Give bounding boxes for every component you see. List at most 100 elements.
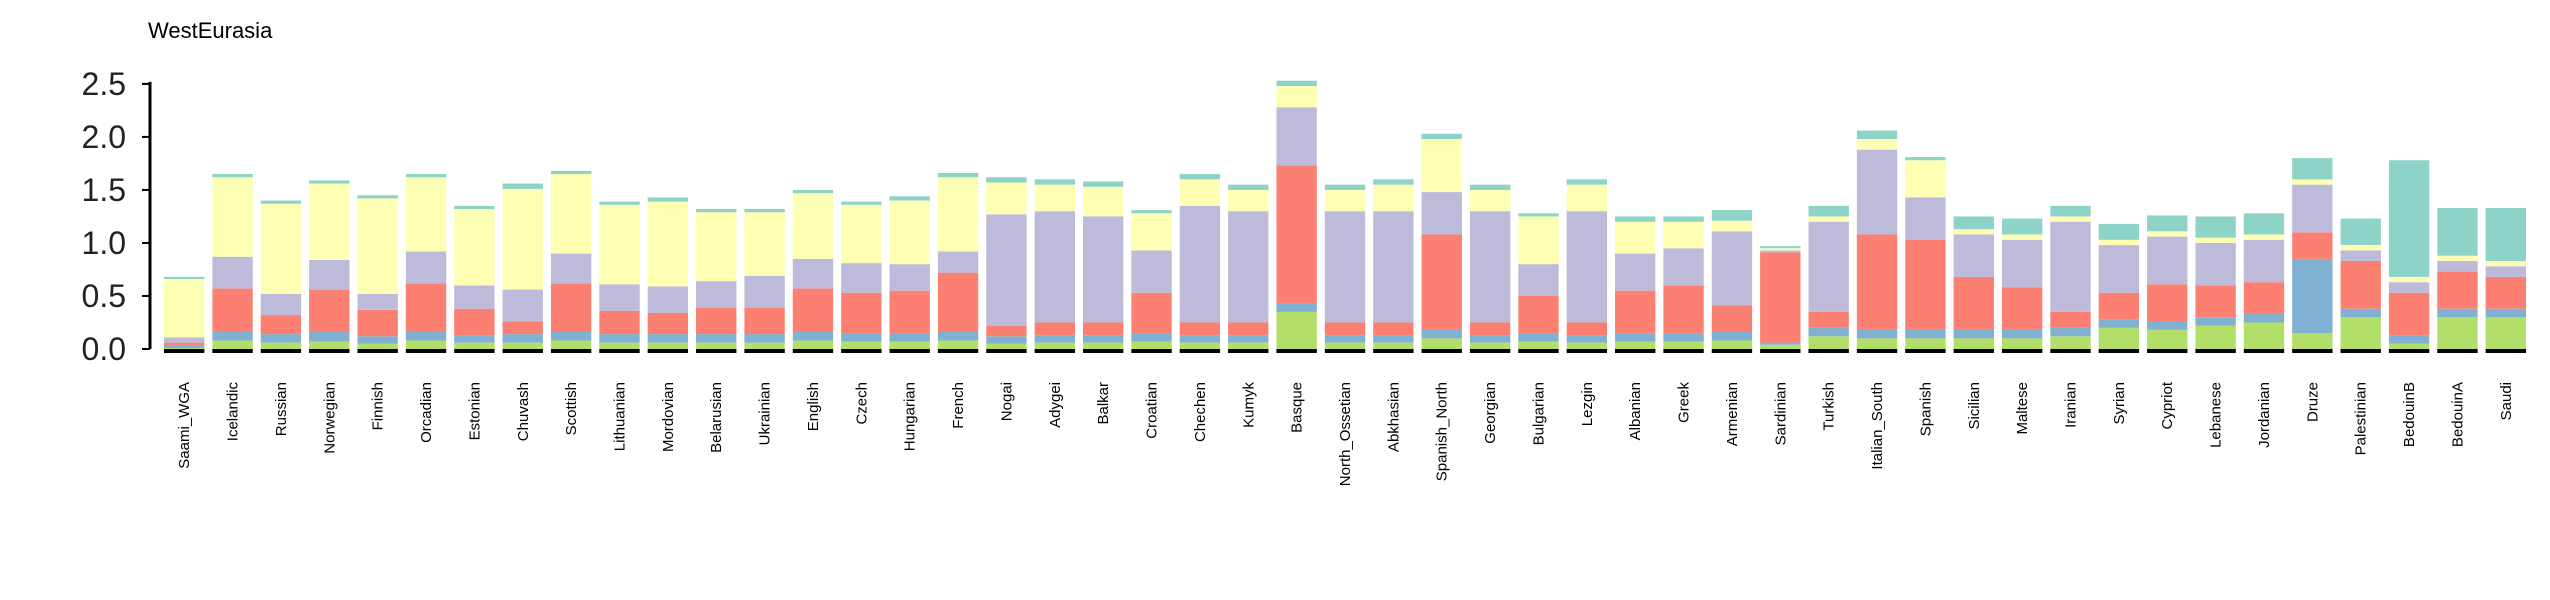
population-baseline [1856,349,1898,353]
bar-segment-component-6 [550,170,592,175]
bar-segment-component-6 [502,183,543,189]
bar-segment-component-3 [454,308,495,336]
bar-segment-component-1 [1179,342,1221,349]
population-bar-finnish [357,195,398,349]
bar-segment-component-5 [1856,139,1898,150]
population-bar-maltese [2001,218,2043,349]
bar-segment-component-3 [2098,292,2140,320]
population-baseline [2388,349,2430,353]
bar-segment-component-6 [1082,181,1124,187]
bar-segment-component-1 [1131,341,1172,349]
bar-segment-component-2 [1469,335,1511,343]
population-label-italian-south: Italian_South [1869,382,1886,470]
bar-segment-component-6 [2340,218,2381,246]
population-baseline [2437,349,2478,353]
bar-segment-component-6 [1566,179,1608,185]
bar-segment-component-2 [2195,317,2236,326]
population-baseline [937,349,979,353]
bar-segment-component-4 [986,214,1027,326]
bar-segment-component-6 [1034,179,1075,185]
population-baseline [1324,349,1366,353]
bar-segment-component-4 [2485,266,2526,277]
bar-segment-component-6 [260,200,302,204]
bar-segment-component-5 [1034,184,1075,212]
bar-segment-component-6 [309,180,350,184]
bar-segment-component-3 [1276,165,1317,304]
bar-segment-component-3 [744,307,785,335]
bar-segment-component-4 [2001,239,2043,288]
bar-segment-component-5 [212,177,253,257]
population-baseline [309,349,350,353]
bar-segment-component-4 [1421,192,1462,235]
bar-segment-component-6 [2195,216,2236,238]
bar-segment-component-4 [1373,211,1414,323]
population-label-norwegian: Norwegian [321,382,338,454]
bar-segment-component-6 [2001,218,2043,235]
bar-segment-component-5 [1228,189,1269,212]
bar-segment-component-1 [2340,317,2381,349]
bar-segment-component-2 [2340,308,2381,318]
bar-segment-component-5 [2050,216,2091,222]
population-label-chechen: Chechen [1192,382,1209,442]
bar-segment-component-4 [2243,239,2285,283]
population-bar-sardinian [1760,246,1801,349]
bar-segment-component-6 [357,195,398,199]
population-bar-belarusian [696,209,737,349]
bar-segment-component-5 [1566,184,1608,212]
bar-segment-component-2 [1373,335,1414,343]
bar-segment-component-5 [2292,179,2333,185]
population-baseline [1953,349,1994,353]
bar-segment-component-5 [2340,245,2381,251]
bar-segment-component-5 [1469,189,1511,212]
bar-segment-component-1 [2195,325,2236,349]
population-bar-balkar [1082,181,1124,349]
bar-segment-component-6 [792,189,834,194]
bar-segment-component-5 [405,177,447,252]
bar-segment-component-1 [792,340,834,349]
bar-segment-component-6 [212,174,253,178]
bar-segment-component-2 [2001,329,2043,339]
bar-segment-component-6 [2292,158,2333,180]
population-baselines [164,349,2526,353]
bar-segment-component-6 [1179,174,1221,180]
bar-segment-component-3 [1373,322,1414,336]
bar-segment-component-3 [2388,292,2430,336]
bar-segment-component-5 [164,279,205,338]
bar-segment-component-4 [2292,184,2333,233]
population-bar-french [937,172,979,349]
bar-segment-component-6 [647,197,689,202]
population-bar-italian-south [1856,130,1898,349]
bar-segment-component-2 [1711,332,1753,341]
bar-segment-component-3 [1856,234,1898,330]
bar-segment-component-6 [2437,207,2478,256]
population-label-north-ossetian: North_Ossetian [1337,382,1354,486]
population-baseline [2001,349,2043,353]
bar-segment-component-1 [1373,342,1414,349]
bar-segment-component-2 [2485,308,2526,318]
y-tick-label: 2.0 [82,119,126,155]
population-baseline [1373,349,1414,353]
bar-segment-component-3 [1469,322,1511,336]
bar-segment-component-1 [164,347,205,349]
population-label-estonian: Estonian [466,382,483,440]
bar-segment-component-2 [1082,335,1124,343]
bar-segment-component-4 [1711,231,1753,306]
bar-segment-component-1 [454,342,495,349]
bar-segment-component-6 [2147,215,2188,232]
bar-segment-component-4 [2147,236,2188,285]
bar-segment-component-2 [357,336,398,344]
population-bar-hungarian [889,196,930,349]
bar-segment-component-3 [937,272,979,331]
bar-segment-component-6 [599,201,640,205]
bar-segment-component-5 [2485,260,2526,267]
y-axis: 0.0 0.5 1.0 1.5 2.0 2.5 [82,66,152,367]
bar-segment-component-5 [1615,221,1656,254]
bar-segment-component-4 [1324,211,1366,323]
bar-segment-component-1 [2098,327,2140,349]
population-baseline [2098,349,2140,353]
population-baseline [599,349,640,353]
population-baseline [2292,349,2333,353]
population-bar-bedouinb [2388,160,2430,349]
bar-segment-component-6 [889,196,930,201]
bar-segment-component-2 [1566,335,1608,343]
